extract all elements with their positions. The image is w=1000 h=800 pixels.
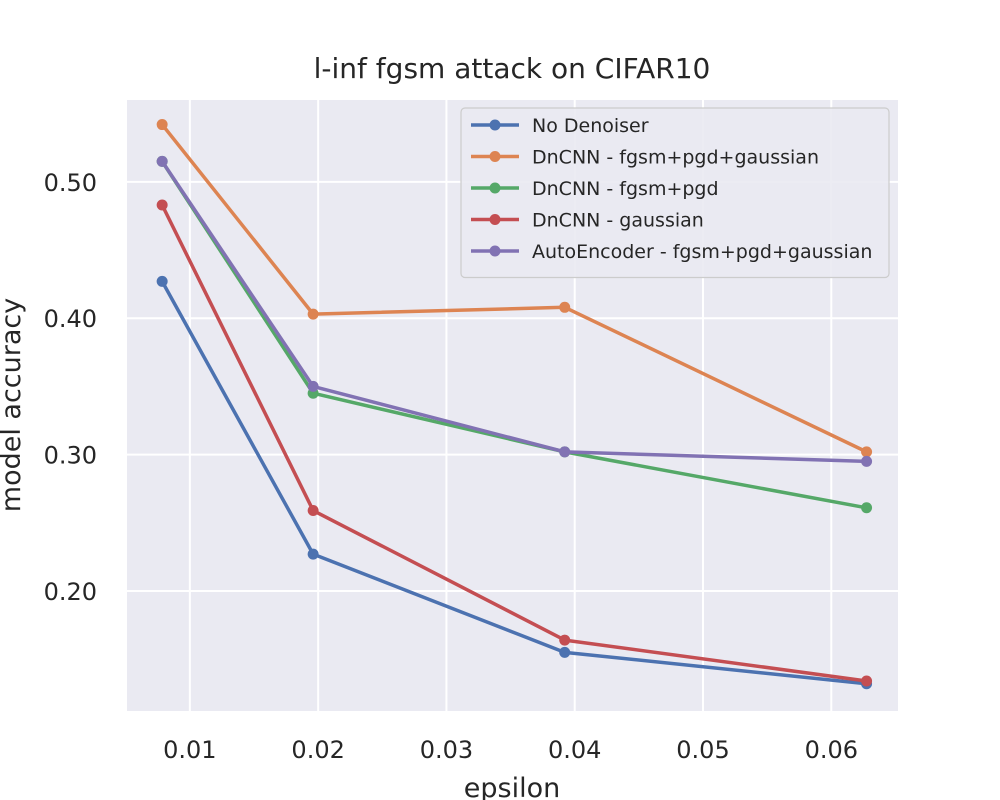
x-tick-label: 0.06 bbox=[805, 736, 858, 764]
legend-box bbox=[460, 107, 890, 279]
data-point bbox=[307, 548, 319, 560]
data-point bbox=[559, 646, 571, 658]
y-tick-label: 0.20 bbox=[44, 578, 97, 606]
data-point bbox=[307, 380, 319, 392]
y-tick-label: 0.50 bbox=[44, 169, 97, 197]
series-line bbox=[160, 203, 869, 683]
legend-marker bbox=[489, 119, 501, 131]
y-tick-label: 0.30 bbox=[44, 442, 97, 470]
series-4 bbox=[156, 155, 873, 467]
data-point bbox=[156, 155, 168, 167]
series-line bbox=[160, 159, 869, 464]
data-point bbox=[156, 119, 168, 131]
x-tick-label: 0.05 bbox=[676, 736, 729, 764]
x-tick-label: 0.04 bbox=[548, 736, 601, 764]
series-layer bbox=[156, 119, 873, 690]
chart-title: l-inf fgsm attack on CIFAR10 bbox=[314, 52, 711, 85]
x-tick-label: 0.02 bbox=[291, 736, 344, 764]
legend-item: AutoEncoder - fgsm+pgd+gaussian bbox=[471, 241, 872, 263]
series-3 bbox=[156, 199, 873, 687]
legend-item: DnCNN - gaussian bbox=[471, 210, 704, 232]
legend-marker bbox=[489, 214, 501, 225]
legend-marker bbox=[489, 182, 501, 194]
x-axis-label: epsilon bbox=[464, 773, 560, 800]
y-axis-label: model accuracy bbox=[0, 298, 27, 512]
y-tick-label: 0.40 bbox=[44, 305, 97, 333]
data-point bbox=[559, 301, 571, 313]
x-tick-label: 0.03 bbox=[420, 736, 473, 764]
series-1 bbox=[156, 119, 873, 458]
data-point bbox=[156, 199, 168, 211]
series-line bbox=[160, 159, 869, 510]
data-point bbox=[156, 275, 168, 287]
legend: No Denoiser DnCNN - fgsm+pgd+gaussian DnCN… bbox=[460, 107, 890, 279]
data-point bbox=[861, 455, 873, 467]
x-tick-label: 0.01 bbox=[163, 736, 216, 764]
legend-item: DnCNN - fgsm+pgd bbox=[471, 178, 719, 200]
data-point bbox=[861, 675, 873, 687]
series-line bbox=[160, 279, 869, 686]
data-point bbox=[559, 446, 571, 458]
data-point bbox=[559, 634, 571, 646]
legend-label: No Denoiser bbox=[532, 115, 649, 137]
data-point bbox=[861, 446, 873, 458]
legend-label: AutoEncoder - fgsm+pgd+gaussian bbox=[532, 241, 872, 263]
legend-marker bbox=[489, 151, 501, 162]
legend-item: DnCNN - fgsm+pgd+gaussian bbox=[471, 147, 819, 169]
legend-label: DnCNN - fgsm+pgd+gaussian bbox=[532, 147, 819, 169]
series-line bbox=[160, 122, 869, 454]
data-point bbox=[861, 502, 873, 514]
tick-labels: 0.01 0.02 0.03 0.04 0.05 0.06 0.20 0.30 0.40 0.50 bbox=[44, 169, 858, 764]
legend-marker bbox=[489, 245, 501, 257]
data-point bbox=[307, 505, 319, 517]
legend-label: DnCNN - fgsm+pgd bbox=[532, 178, 719, 200]
legend-label: DnCNN - gaussian bbox=[532, 210, 704, 232]
legend-item: No Denoiser bbox=[471, 115, 649, 137]
data-point bbox=[307, 308, 319, 320]
